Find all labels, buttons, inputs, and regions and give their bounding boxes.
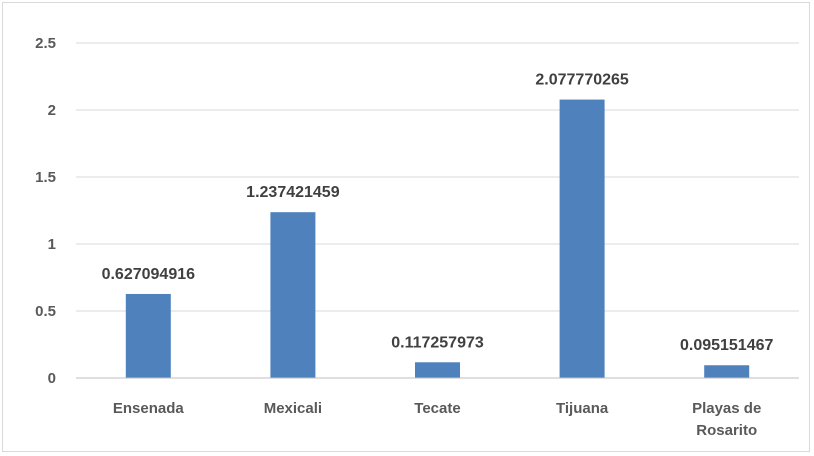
data-label: 0.095151467 [680, 337, 774, 354]
bar [704, 365, 750, 378]
y-tick-label: 1 [48, 236, 56, 253]
x-category-label: Rosarito [696, 422, 757, 439]
x-axis-category-labels: Ensenada Mexicali Tecate Tijuana Playas de Ro… [113, 400, 761, 439]
y-tick-label: 0 [48, 370, 56, 387]
bar [270, 212, 316, 378]
data-label: 0.117257973 [391, 334, 484, 351]
y-tick-label: 1.5 [35, 169, 56, 186]
chart-frame: 0 0.5 1 1.5 2 2.5 0.627094916 1.237421459 0.117… [2, 2, 810, 452]
data-label: 1.237421459 [246, 184, 340, 201]
data-labels: 0.627094916 1.237421459 0.117257973 2.07777… [102, 72, 774, 355]
x-category-label: Tecate [414, 400, 460, 417]
bar [415, 362, 460, 378]
y-tick-label: 0.5 [35, 303, 56, 320]
gridlines [76, 42, 799, 312]
bar [559, 99, 605, 378]
data-label: 2.077770265 [535, 72, 629, 89]
x-category-label: Mexicali [264, 400, 322, 417]
x-category-label: Ensenada [113, 400, 185, 417]
bar [125, 293, 171, 378]
data-label: 0.627094916 [102, 266, 196, 283]
bar-chart: 0 0.5 1 1.5 2 2.5 0.627094916 1.237421459 0.117… [35, 35, 799, 439]
y-tick-label: 2.5 [35, 35, 56, 52]
bars [125, 99, 750, 378]
x-category-label: Tijuana [556, 400, 609, 417]
y-tick-label: 2 [48, 102, 56, 119]
y-axis-tick-labels: 0 0.5 1 1.5 2 2.5 [35, 35, 56, 387]
x-category-label: Playas de [692, 400, 761, 417]
